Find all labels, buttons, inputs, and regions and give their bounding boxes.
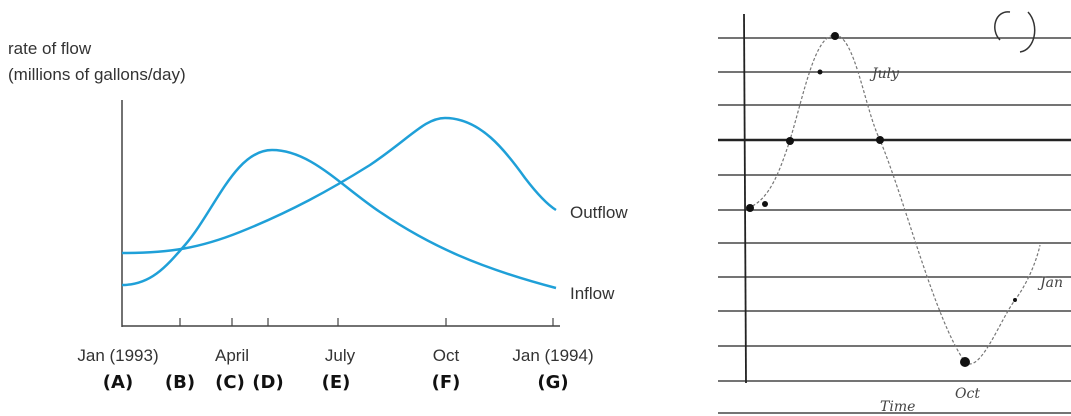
y-axis-label: (millions of gallons/day) <box>8 65 186 84</box>
series-label: Outflow <box>570 203 628 222</box>
x-label: Oct <box>433 346 460 365</box>
letter: (C) <box>215 372 245 393</box>
sketch-label: Oct <box>955 386 980 402</box>
x-label: Jan (1993) <box>77 346 158 365</box>
x-ticks <box>179 318 554 326</box>
series-label: Inflow <box>570 284 615 303</box>
ruled-lines <box>718 13 1071 414</box>
x-label: Jan (1994) <box>512 346 593 365</box>
sketch-label: Time <box>880 399 915 415</box>
y-axis-label: rate of flow <box>8 39 92 58</box>
letter: (G) <box>537 372 568 393</box>
flow-graph: rate of flow (millions of gallons/day) O… <box>8 39 628 393</box>
x-label: April <box>215 346 249 365</box>
sketch-label: July <box>869 66 900 82</box>
sketch-curve <box>747 34 1041 365</box>
inflow-curve <box>121 148 557 290</box>
scribble <box>994 11 1036 53</box>
letter: (D) <box>252 372 283 393</box>
letter: (A) <box>103 372 133 393</box>
hand-sketch: July Jan Oct Time <box>718 11 1071 415</box>
x-label: July <box>325 346 356 365</box>
sketch-dots <box>746 32 1017 367</box>
letter: (F) <box>432 372 461 393</box>
letter: (B) <box>165 372 195 393</box>
sketch-label: Jan <box>1037 275 1063 291</box>
outflow-curve <box>121 116 557 255</box>
letter: (E) <box>322 372 351 393</box>
